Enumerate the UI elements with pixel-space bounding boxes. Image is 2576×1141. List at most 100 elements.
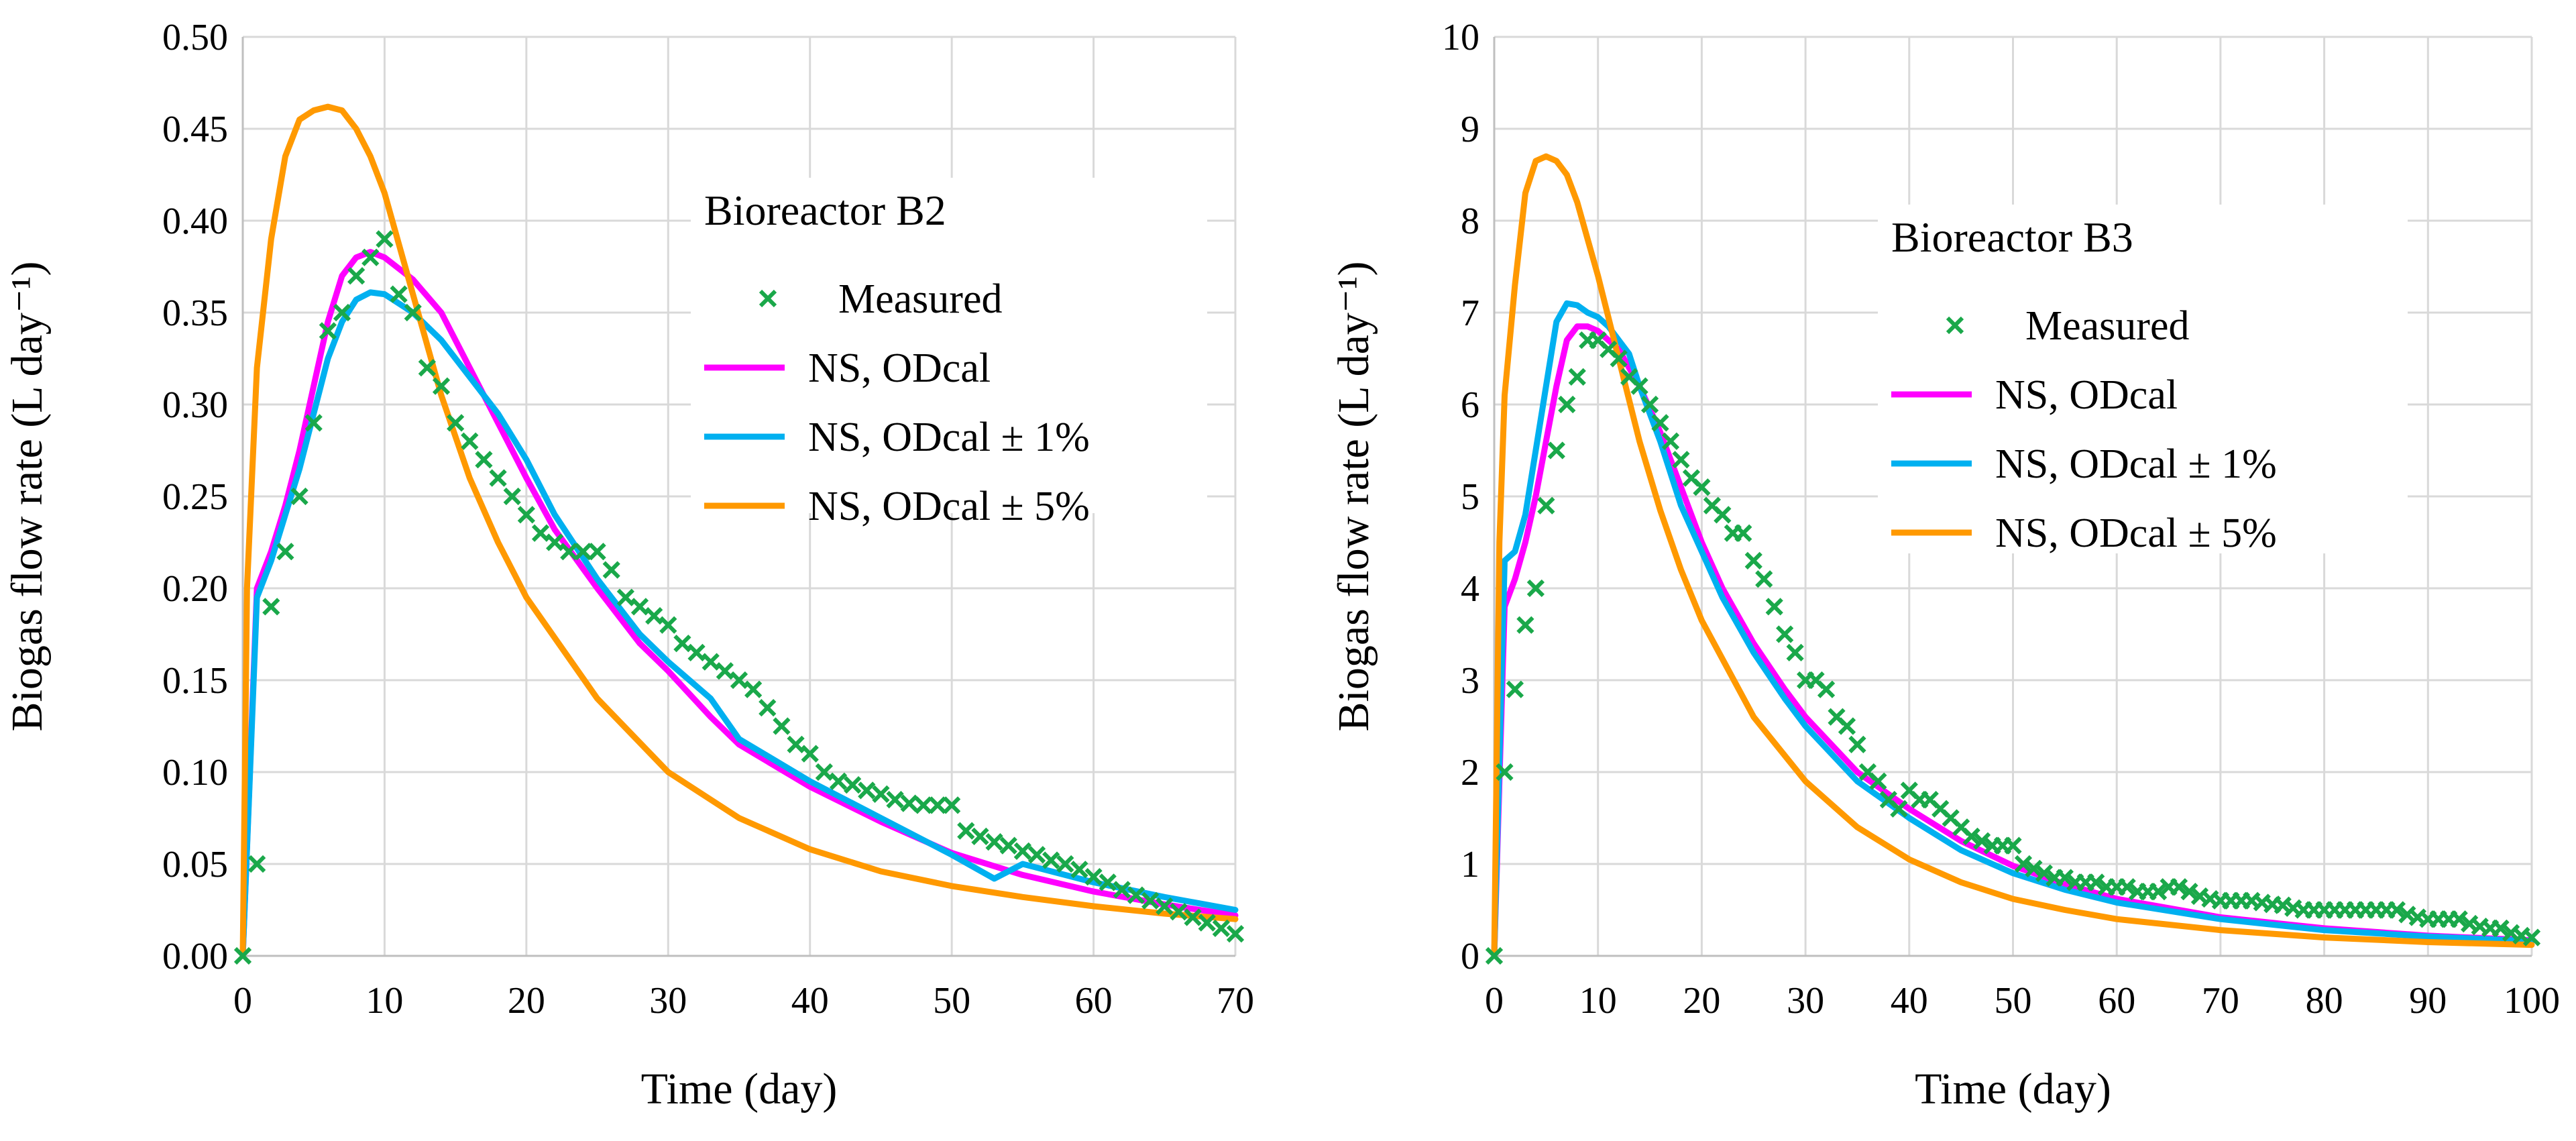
data-point bbox=[1496, 763, 1514, 781]
data-point bbox=[702, 653, 720, 671]
data-point bbox=[1755, 570, 1773, 588]
data-point bbox=[290, 487, 309, 506]
data-point bbox=[1027, 846, 1046, 864]
data-point bbox=[1558, 395, 1576, 414]
data-point bbox=[1640, 395, 1659, 414]
data-point bbox=[276, 543, 294, 561]
data-point bbox=[1070, 861, 1088, 879]
y-axis-title: Biogas flow rate (L day⁻¹) bbox=[3, 262, 52, 732]
y-tick-label: 0.30 bbox=[162, 384, 228, 426]
data-point bbox=[560, 543, 578, 561]
series-line-2 bbox=[1491, 300, 2535, 959]
x-axis-title: Time (day) bbox=[1915, 1065, 2111, 1113]
data-point bbox=[1127, 886, 1145, 904]
chart-bioreactor-b2: 0 10 20 30 40 50 60 70 0.00 0.05 0.10 0.15 0.20 0.25 0… bbox=[3, 17, 1254, 1113]
data-point bbox=[630, 598, 649, 616]
data-point bbox=[390, 285, 408, 303]
data-point bbox=[1526, 579, 1545, 598]
legend-title: Bioreactor B3 bbox=[1891, 213, 2133, 261]
data-point bbox=[957, 822, 975, 840]
x-tick-label: 40 bbox=[791, 980, 829, 1022]
data-point bbox=[1537, 496, 1555, 514]
data-point bbox=[1184, 908, 1202, 926]
legend-label: NS, ODcal bbox=[808, 345, 991, 391]
data-point bbox=[602, 561, 620, 579]
y-tick-label: 0 bbox=[1461, 936, 1479, 977]
data-point bbox=[2149, 882, 2168, 901]
data-point bbox=[1547, 441, 1565, 459]
y-tick-label: 7 bbox=[1461, 292, 1479, 334]
x-tick-label: 70 bbox=[2202, 980, 2239, 1022]
legend-label: NS, ODcal ± 5% bbox=[808, 484, 1090, 529]
data-point bbox=[333, 303, 351, 322]
x-tick-label: 10 bbox=[366, 980, 403, 1022]
data-point bbox=[1198, 914, 1216, 932]
series-line-1 bbox=[1491, 323, 2535, 959]
data-point bbox=[1485, 946, 1504, 965]
data-point bbox=[985, 832, 1003, 851]
y-axis-title: Biogas flow rate (L day⁻¹) bbox=[1329, 262, 1378, 732]
data-point bbox=[1962, 827, 1980, 846]
x-tick-label: 0 bbox=[233, 980, 252, 1022]
data-point bbox=[233, 946, 252, 965]
legend-label: NS, ODcal bbox=[1995, 372, 2178, 418]
y-tick-label: 0.35 bbox=[162, 292, 228, 334]
data-point bbox=[2388, 901, 2406, 919]
data-point bbox=[1506, 680, 1524, 698]
data-point bbox=[404, 303, 422, 322]
y-tick-label: 3 bbox=[1461, 660, 1479, 702]
series-markers bbox=[1485, 331, 2541, 965]
data-point bbox=[517, 506, 535, 524]
data-point bbox=[1838, 717, 1856, 735]
data-point bbox=[546, 533, 564, 551]
data-point bbox=[886, 790, 904, 809]
data-point bbox=[943, 796, 961, 814]
data-point bbox=[1156, 897, 1174, 916]
data-point bbox=[1099, 873, 1117, 891]
y-tick-label: 0.25 bbox=[162, 476, 228, 518]
data-point bbox=[2014, 855, 2033, 873]
data-point bbox=[2025, 859, 2043, 877]
data-point bbox=[2004, 836, 2022, 855]
data-point bbox=[928, 796, 947, 814]
y-tick-label: 10 bbox=[1442, 17, 1479, 58]
data-point bbox=[1776, 625, 1794, 643]
legend-label: NS, ODcal ± 1% bbox=[1995, 441, 2277, 487]
data-point bbox=[475, 451, 493, 469]
y-tick-label: 0.10 bbox=[162, 752, 228, 794]
data-point bbox=[1734, 524, 1752, 542]
x-tick-label: 0 bbox=[1485, 980, 1504, 1022]
y-tick-label: 6 bbox=[1461, 384, 1479, 426]
x-tick-label: 80 bbox=[2306, 980, 2343, 1022]
x-tick-label: 40 bbox=[1891, 980, 1928, 1022]
data-point bbox=[1141, 891, 1160, 910]
y-tick-label: 0.05 bbox=[162, 844, 228, 885]
x-tick-label: 60 bbox=[1075, 980, 1113, 1022]
legend-label: Measured bbox=[838, 276, 1002, 322]
data-point bbox=[304, 414, 323, 432]
data-point bbox=[787, 735, 805, 754]
data-point bbox=[900, 794, 918, 812]
data-point bbox=[1744, 551, 1762, 570]
data-point bbox=[759, 698, 777, 717]
legend-label: NS, ODcal ± 1% bbox=[808, 415, 1090, 460]
data-point bbox=[815, 763, 833, 781]
data-point bbox=[2450, 910, 2468, 928]
series-line-3 bbox=[239, 103, 1239, 959]
data-point bbox=[858, 781, 876, 800]
data-point bbox=[2087, 873, 2105, 891]
data-point bbox=[1056, 855, 1074, 873]
data-point bbox=[447, 414, 465, 432]
legend-label: Measured bbox=[2025, 303, 2189, 349]
data-point bbox=[730, 671, 748, 690]
data-point bbox=[2118, 878, 2136, 896]
data-point bbox=[1630, 377, 1648, 395]
y-tick-label: 1 bbox=[1461, 844, 1479, 885]
data-point bbox=[319, 322, 337, 340]
data-point bbox=[1042, 851, 1060, 869]
data-point bbox=[461, 432, 479, 450]
series-markers bbox=[233, 230, 1245, 965]
legend-title: Bioreactor B2 bbox=[704, 186, 946, 234]
data-point bbox=[1170, 903, 1188, 921]
y-tick-label: 0.50 bbox=[162, 17, 228, 58]
